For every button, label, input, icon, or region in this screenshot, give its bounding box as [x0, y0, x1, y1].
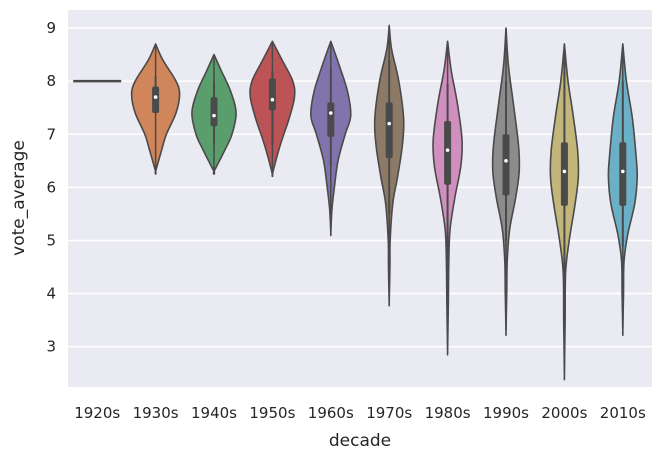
- violin-median-dot: [270, 97, 275, 102]
- y-tick-label: 5: [46, 231, 56, 249]
- violin-iqr-box: [268, 78, 276, 111]
- y-axis-label: vote_average: [9, 140, 29, 256]
- violin-iqr-box: [210, 97, 218, 127]
- violin-median-dot: [504, 159, 508, 163]
- violin-1930s: [130, 43, 181, 175]
- y-tick-label: 3: [46, 338, 56, 356]
- violin-median-dot: [445, 148, 450, 152]
- violin-median-dot: [562, 169, 567, 174]
- y-tick-label: 7: [46, 125, 56, 143]
- x-tick-label: 1930s: [133, 404, 179, 422]
- violin-1970s: [373, 24, 405, 307]
- violin-iqr-box: [327, 102, 335, 137]
- violin-median-dot: [387, 121, 392, 126]
- violin-2010s: [607, 43, 639, 337]
- violin-median-dot: [621, 169, 625, 174]
- violin-median-dot: [329, 111, 333, 115]
- y-tick-label: 9: [46, 19, 56, 37]
- x-axis-label: decade: [329, 431, 391, 451]
- y-tick-label: 8: [46, 72, 56, 90]
- violin-1980s: [432, 40, 464, 356]
- violin-1950s: [249, 40, 296, 178]
- violin-iqr-box: [152, 86, 160, 114]
- violin-iqr-box: [444, 120, 452, 185]
- x-tick-label: 1990s: [483, 404, 529, 422]
- y-tick-label: 4: [46, 285, 56, 303]
- violin-1940s: [191, 53, 237, 175]
- violin-iqr-box: [560, 142, 568, 206]
- violin-2000s: [549, 43, 580, 381]
- violin-median-dot: [212, 113, 216, 118]
- violin-iqr-box: [619, 142, 627, 206]
- x-tick-label: 1960s: [308, 404, 354, 422]
- x-tick-label: 2010s: [600, 404, 646, 422]
- x-tick-label: 1970s: [366, 404, 412, 422]
- x-tick-label: 1950s: [249, 404, 295, 422]
- violin-median-dot: [153, 95, 158, 99]
- violin-1990s: [491, 27, 521, 337]
- violin-iqr-box: [502, 134, 510, 196]
- violin-iqr-box: [385, 102, 393, 159]
- x-tick-label: 1980s: [425, 404, 471, 422]
- violin-1960s: [310, 40, 352, 237]
- x-tick-label: 2000s: [541, 404, 587, 422]
- x-tick-label: 1920s: [74, 404, 120, 422]
- x-tick-label: 1940s: [191, 404, 237, 422]
- y-tick-label: 6: [46, 178, 56, 196]
